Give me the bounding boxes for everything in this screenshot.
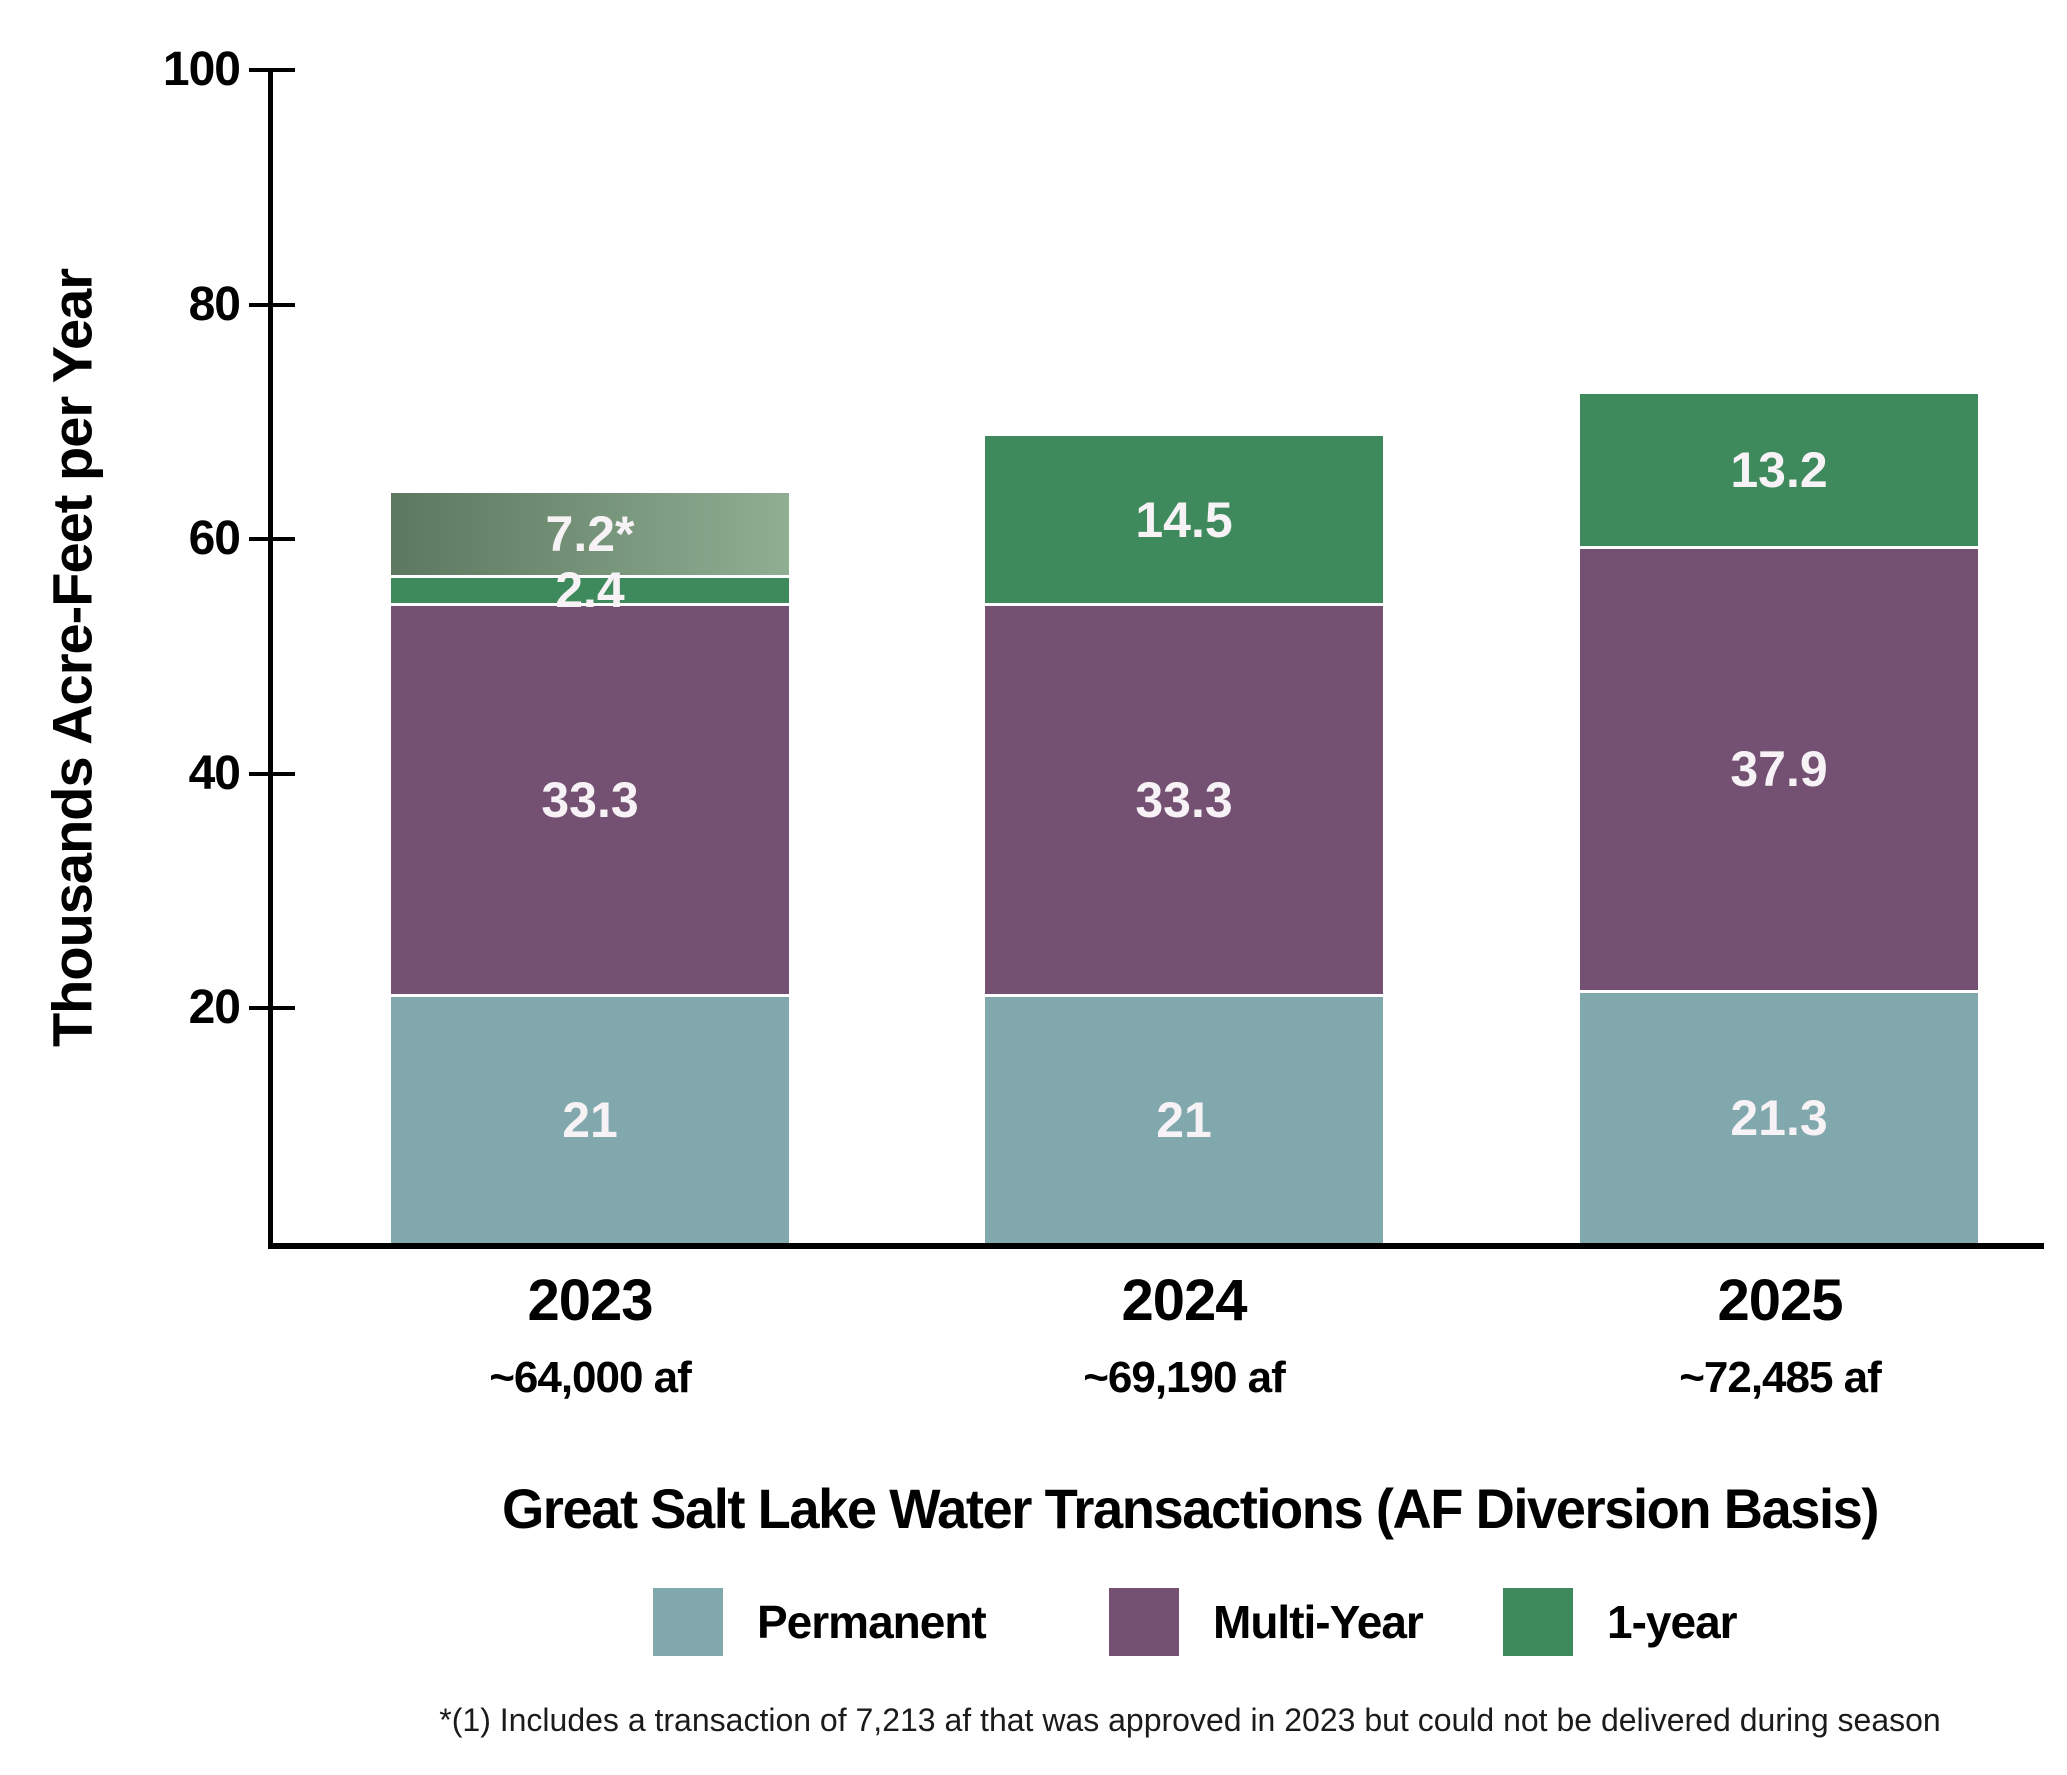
bar-segment: 14.5 — [985, 435, 1383, 607]
x-axis-line — [268, 1243, 2044, 1249]
legend-swatch — [1109, 1588, 1179, 1656]
y-tick-label: 100 — [162, 43, 241, 96]
bar-value-label: 33.3 — [541, 771, 639, 828]
legend-label: Multi-Year — [1213, 1596, 1424, 1648]
bar-value-label: 13.2 — [1730, 441, 1828, 498]
bar-value-label: 33.3 — [1135, 771, 1233, 828]
bar-value-label: 14.5 — [1135, 491, 1233, 548]
bar-segment: 37.9 — [1580, 548, 1978, 994]
legend-item: Multi-Year — [1109, 1588, 1424, 1656]
bar-value-label: 37.9 — [1730, 741, 1828, 798]
x-year-label: 2024 — [1121, 1268, 1247, 1333]
legend-label: 1-year — [1607, 1596, 1738, 1648]
bar-segment: 21.3 — [1580, 993, 1978, 1243]
bar-segment: 13.2 — [1580, 393, 1978, 549]
bar-segment: 7.2* — [391, 493, 789, 578]
y-tick-label: 40 — [188, 746, 241, 800]
x-category-label: 2023 ~64,000 af — [330, 1272, 850, 1400]
x-category-label: 2024 ~69,190 af — [924, 1272, 1444, 1400]
x-total-label: ~69,190 af — [1083, 1353, 1286, 1402]
footnote: *(1) Includes a transaction of 7,213 af … — [439, 1702, 1941, 1738]
bar-segment: 2.4 — [391, 565, 789, 615]
x-year-label: 2025 — [1717, 1268, 1843, 1333]
bar-value-label: 7.2* — [545, 506, 635, 563]
legend-swatch — [653, 1588, 723, 1656]
y-tick-label: 60 — [188, 512, 241, 566]
bar-value-label: 21.3 — [1730, 1090, 1828, 1147]
legend-label: Permanent — [757, 1596, 987, 1648]
y-tick-label: 20 — [188, 981, 241, 1035]
bar-segment: 21 — [985, 996, 1383, 1243]
bar-segment: 33.3 — [985, 606, 1383, 997]
legend-item: 1-year — [1503, 1588, 1738, 1656]
x-total-label: ~64,000 af — [489, 1353, 692, 1402]
chart-title: Great Salt Lake Water Transactions (AF D… — [501, 1477, 1879, 1540]
y-axis-title: Thousands Acre-Feet per Year — [40, 268, 104, 1048]
y-axis-line — [268, 70, 273, 1249]
bar-segment: 21 — [391, 996, 789, 1243]
legend-item: Permanent — [653, 1588, 987, 1656]
bar-segment: 33.3 — [391, 606, 789, 997]
x-year-label: 2023 — [527, 1268, 653, 1333]
y-tick-label: 80 — [188, 277, 241, 331]
bar-value-label: 21 — [1156, 1091, 1212, 1148]
x-total-label: ~72,485 af — [1679, 1353, 1882, 1402]
bar-value-label: 21 — [562, 1091, 618, 1148]
legend-swatch — [1503, 1588, 1573, 1656]
bar-value-label: 2.4 — [555, 562, 625, 619]
x-category-label: 2025 ~72,485 af — [1520, 1272, 2040, 1400]
